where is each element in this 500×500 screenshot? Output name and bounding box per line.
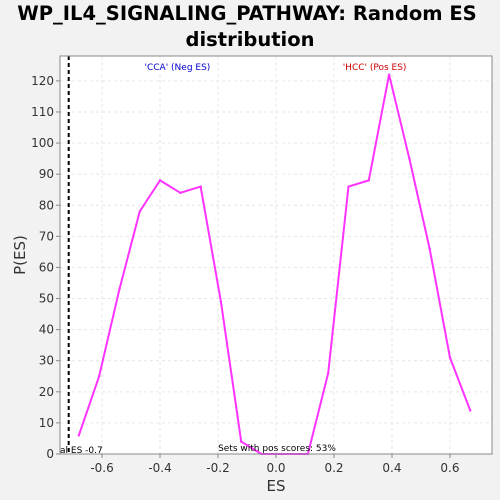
x-tick-label: -0.6 <box>90 461 113 475</box>
y-axis-title: P(ES) <box>11 235 29 275</box>
data-point <box>219 300 223 303</box>
data-point <box>469 409 472 412</box>
y-tick-label: 80 <box>39 198 54 212</box>
marker-layer: al ES -0.7 'CCA' (Neg ES) 'HCC' (Pos ES) Se… <box>60 56 406 456</box>
data-point <box>138 210 141 213</box>
data-point <box>428 247 431 250</box>
observed-es-label: al ES -0.7 <box>60 446 103 456</box>
y-tick-label: 50 <box>39 292 54 306</box>
data-point <box>387 73 391 76</box>
y-tick-label: 100 <box>31 136 54 150</box>
data-point <box>367 179 370 182</box>
x-axis-title: ES <box>267 477 286 495</box>
neg-es-label: 'CCA' (Neg ES) <box>145 63 211 73</box>
chart-title-line-2: distribution <box>186 28 315 51</box>
pos-scores-note: Sets with pos scores: 53% <box>218 444 336 454</box>
data-point <box>158 179 162 182</box>
x-tick-label: 0.6 <box>440 461 459 475</box>
tick-layer: 0 10 20 30 40 50 60 70 80 90 100 110 120 -0.6 -0.4 -0.2… <box>31 74 459 475</box>
data-point <box>199 185 202 188</box>
y-tick-label: 40 <box>39 323 54 337</box>
data-point <box>118 288 121 291</box>
x-tick-label: 0.4 <box>382 461 401 475</box>
chart-title-line-1: WP_IL4_SIGNALING_PATHWAY: Random ES <box>17 2 476 25</box>
data-point <box>77 434 81 437</box>
grid-layer <box>60 56 492 455</box>
y-tick-label: 70 <box>39 229 54 243</box>
x-tick-label: 0.0 <box>266 461 285 475</box>
data-point <box>97 375 101 378</box>
y-tick-label: 60 <box>39 260 54 274</box>
data-point <box>179 191 182 195</box>
data-point <box>448 356 452 359</box>
y-tick-label: 110 <box>31 105 54 119</box>
x-tick-label: 0.2 <box>324 461 343 475</box>
data-point <box>347 185 350 188</box>
x-tick-label: -0.4 <box>148 461 171 475</box>
y-tick-label: 30 <box>39 354 54 368</box>
data-point <box>240 440 243 443</box>
y-tick-label: 10 <box>39 416 54 430</box>
y-tick-label: 0 <box>46 447 54 461</box>
y-tick-label: 20 <box>39 385 54 399</box>
y-tick-label: 90 <box>39 167 54 181</box>
data-point <box>326 371 330 375</box>
data-point <box>408 157 411 160</box>
y-tick-label: 120 <box>31 74 54 88</box>
pos-es-label: 'HCC' (Pos ES) <box>343 63 407 73</box>
x-tick-label: -0.2 <box>206 461 229 475</box>
